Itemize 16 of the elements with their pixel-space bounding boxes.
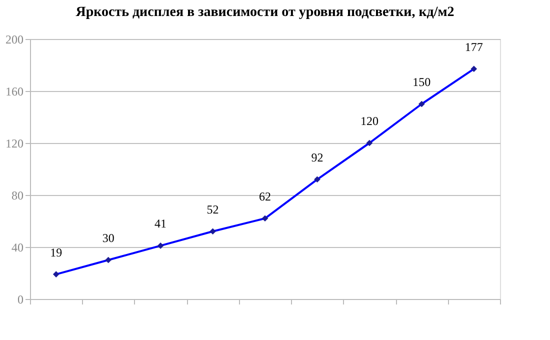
- data-label: 177: [464, 40, 483, 54]
- y-tick-label: 80: [12, 188, 24, 202]
- data-label: 41: [154, 216, 167, 231]
- y-tick-label: 40: [12, 240, 24, 254]
- data-label: 150: [412, 75, 431, 89]
- data-label: 120: [360, 114, 378, 128]
- data-label: 19: [50, 245, 62, 260]
- y-tick-label: 0: [18, 292, 24, 306]
- data-label: 62: [259, 189, 271, 204]
- data-label: 92: [311, 150, 324, 164]
- chart-title: Яркость дисплея в зависимости от уровня подсветки, кд/м2: [76, 5, 454, 20]
- y-tick-label: 200: [6, 32, 24, 46]
- data-label: 30: [102, 231, 114, 245]
- y-tick-label: 120: [6, 136, 24, 150]
- data-label: 52: [206, 202, 219, 216]
- y-tick-label: 160: [6, 84, 24, 98]
